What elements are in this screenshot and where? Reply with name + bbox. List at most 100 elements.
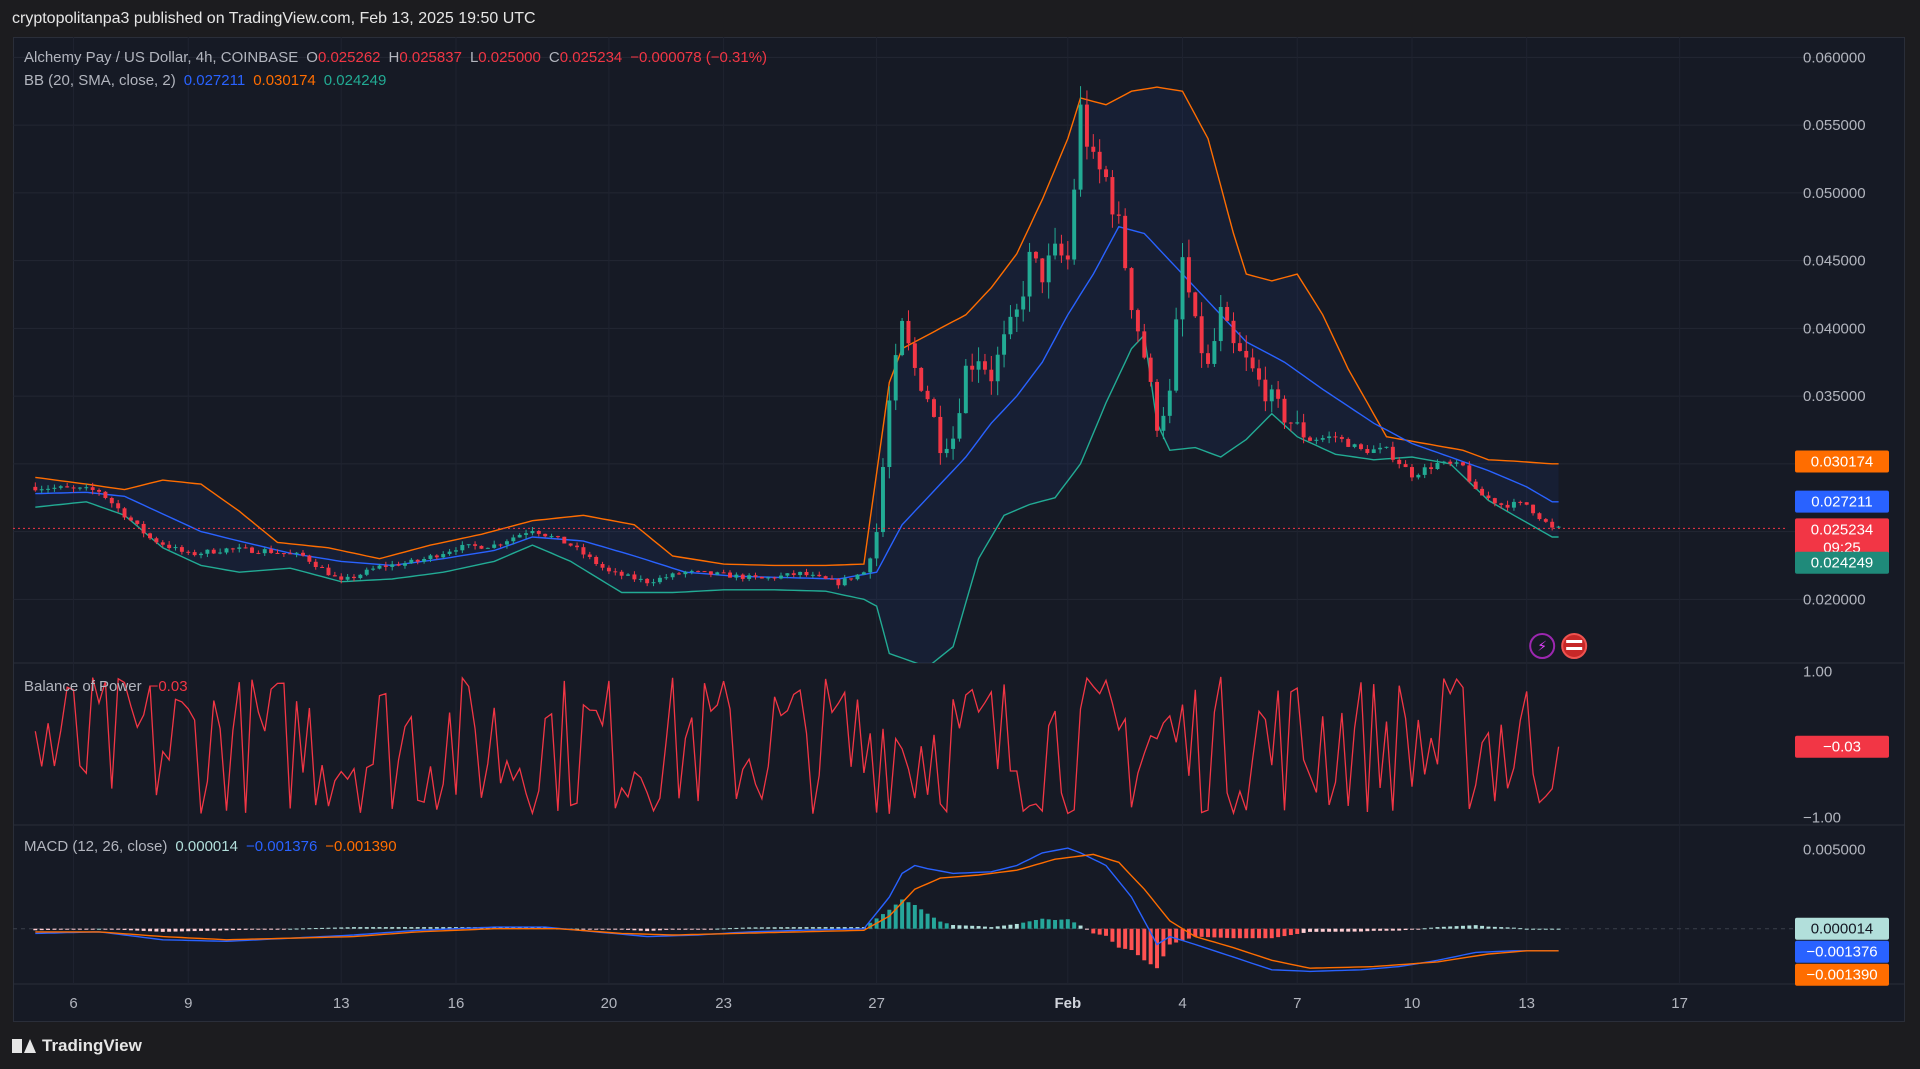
macd-signal-value: −0.001390: [325, 838, 397, 855]
macd-histogram-bar: [1537, 928, 1542, 930]
macd-signal-tag: −0.001390: [1806, 967, 1877, 984]
macd-histogram-bar: [256, 928, 261, 930]
macd-histogram-bar: [339, 927, 344, 929]
macd-histogram-bar: [1524, 928, 1529, 930]
macd-histogram-bar: [696, 928, 701, 930]
macd-histogram-bar: [1072, 922, 1077, 929]
macd-histogram-bar: [428, 927, 433, 929]
candle-body: [77, 487, 82, 489]
macd-histogram-bar: [1308, 928, 1312, 932]
tradingview-logo[interactable]: TradingView: [12, 1036, 142, 1056]
macd-histogram-bar: [243, 928, 248, 930]
macd-histogram-bar: [1556, 928, 1561, 930]
macd-histogram-bar: [1282, 928, 1287, 937]
bb-legend[interactable]: BB (20, SMA, close, 2) 0.027211 0.030174 0.…: [24, 72, 394, 89]
candle-body: [224, 548, 229, 553]
macd-histogram-bar: [575, 928, 580, 930]
candle-body: [1384, 446, 1389, 448]
bb-lines: [35, 86, 1559, 663]
macd-histogram-bar: [441, 927, 446, 929]
candle-body: [919, 367, 924, 391]
time-tick-label: 10: [1404, 995, 1421, 1012]
bop-tick-label: 1.00: [1803, 663, 1832, 680]
candle-body: [1250, 357, 1255, 369]
candles: [13, 86, 1788, 589]
macd-histogram-bar: [141, 928, 146, 931]
candle-body: [1059, 243, 1064, 256]
candle-body: [1365, 449, 1370, 453]
macd-histogram-bar: [358, 927, 363, 929]
candle-body: [887, 400, 892, 468]
macd-histogram-bar: [1123, 928, 1128, 949]
macd-histogram-bar: [1371, 928, 1376, 931]
last-price-tag: 0.025234: [1811, 521, 1874, 538]
macd-histogram-bar: [1409, 928, 1414, 930]
candle-body: [1422, 467, 1427, 475]
macd-histogram-bar: [606, 928, 611, 930]
macd-histogram-bar: [1441, 926, 1446, 929]
candle-body: [1524, 502, 1529, 505]
candle-body: [664, 577, 669, 579]
macd-histogram-bar: [199, 928, 203, 931]
macd-line-value: −0.001376: [245, 838, 318, 855]
candle-body: [33, 486, 38, 491]
l-label: L: [469, 49, 479, 66]
chart-svg[interactable]: 0.060000 0.055000 0.050000 0.045000 0.040000…: [13, 37, 1905, 1022]
macd-histogram-bar: [1486, 926, 1491, 929]
candle-body: [1053, 243, 1058, 256]
candle-body: [524, 533, 529, 535]
candle-body: [39, 489, 44, 491]
candle-body: [632, 574, 637, 580]
tradingview-logo-icon: [12, 1039, 36, 1053]
main-legend[interactable]: Alchemy Pay / US Dollar, 4h, COINBASE O0.…: [24, 49, 775, 66]
candle-body: [230, 548, 235, 550]
candle-body: [358, 574, 363, 579]
macd-histogram-bar: [715, 928, 720, 930]
flag-stripe: [1566, 647, 1583, 650]
candle-body: [1301, 422, 1306, 438]
candle-body: [1505, 504, 1510, 508]
publisher-line: cryptopolitanpa3 published on TradingVie…: [12, 10, 536, 27]
candle-body: [1359, 444, 1363, 450]
change-value: −0.000078 (−0.31%): [630, 49, 768, 66]
candle-body: [1403, 464, 1408, 468]
candle-body: [434, 555, 439, 558]
candle-body: [65, 486, 70, 488]
macd-histogram-bar: [97, 928, 102, 930]
candle-body: [925, 390, 930, 400]
candle-body: [1448, 461, 1453, 464]
candle-body: [1206, 353, 1210, 364]
candle-body: [154, 538, 159, 543]
candle-body: [402, 563, 407, 566]
macd-line: [35, 847, 1559, 973]
macd-legend[interactable]: MACD (12, 26, close) 0.000014 −0.001376 −0.…: [24, 838, 405, 855]
macd-histogram-bar: [33, 928, 38, 931]
chart-panel[interactable]: [13, 37, 1905, 1022]
candle-body: [1167, 390, 1172, 416]
bop-legend[interactable]: Balance of Power −0.03: [24, 678, 196, 695]
macd-histogram-bar: [345, 927, 350, 929]
candle-body: [250, 547, 254, 553]
macd-histogram-bar: [963, 925, 968, 929]
macd-histogram-bar: [702, 928, 707, 930]
candle-body: [1244, 350, 1249, 358]
macd-histogram-bar: [1040, 918, 1045, 929]
macd-histogram-bar: [1365, 928, 1370, 932]
last-price-tag-bg: [1795, 518, 1889, 559]
time-tick-label: 13: [333, 995, 350, 1012]
candle-body: [122, 508, 127, 518]
lower-band-tag: 0.024249: [1811, 555, 1874, 572]
signal-line: [35, 853, 1559, 969]
macd-histogram-bar: [1237, 928, 1242, 939]
h-label: H: [388, 49, 400, 66]
macd-histogram-bar: [855, 927, 860, 929]
lightning-glyph: ⚡: [1537, 639, 1547, 655]
macd-histogram-bar: [657, 928, 662, 931]
macd-histogram-bar: [1257, 928, 1261, 939]
macd-histogram-bar: [1046, 919, 1051, 929]
candle-body: [211, 549, 216, 554]
macd-histogram-bar: [747, 927, 752, 929]
candle-body: [383, 565, 388, 567]
candle-body: [753, 575, 758, 577]
candle-body: [1441, 461, 1446, 463]
